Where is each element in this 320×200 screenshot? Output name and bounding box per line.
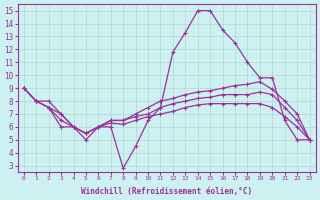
X-axis label: Windchill (Refroidissement éolien,°C): Windchill (Refroidissement éolien,°C) xyxy=(81,187,252,196)
